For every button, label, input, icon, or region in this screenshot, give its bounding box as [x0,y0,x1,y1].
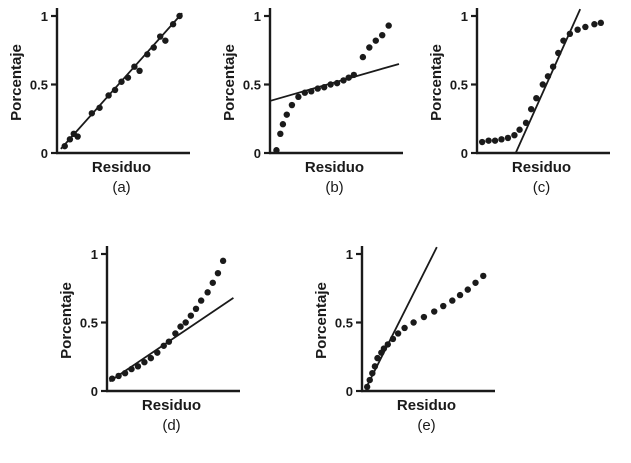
chart-caption: (b) [325,179,344,196]
chart-caption: (c) [532,179,551,196]
scatter-plot-a: 00.51 [30,8,190,158]
y-axis-label: Porcentaje [7,43,25,121]
y-axis-label: Porcentaje [427,43,445,121]
svg-text:1: 1 [461,9,468,24]
svg-text:0: 0 [91,384,98,396]
x-axis-label: Residuo [396,397,457,414]
chart-d: Porcentaje 0 0.5 1 Residuo (d) [55,244,242,434]
svg-text:0.5: 0.5 [30,78,48,93]
x-axis-label: Residuo [304,159,365,176]
x-axis-label: Residuo [91,159,152,176]
svg-text:0.5: 0.5 [243,78,261,93]
svg-text:0: 0 [346,384,353,396]
chart-caption: (a) [112,179,131,196]
svg-text:1: 1 [91,247,98,262]
svg-text:0.5: 0.5 [450,78,468,93]
scatter-plot-b: 00.51 [243,8,403,158]
svg-text:0: 0 [461,146,468,158]
chart-c: Porcentaje 0 0.5 1 Residuo (c) [425,6,612,196]
x-axis-label: Residuo [141,397,202,414]
chart-caption: (e) [417,417,436,434]
y-axis-label: Porcentaje [57,281,75,359]
svg-text:1: 1 [41,9,48,24]
y-axis-label: Porcentaje [220,43,238,121]
chart-e: Porcentaje 0 0.5 1 Residuo (e) [310,244,497,434]
chart-a: Porcentaje 0 0.5 1 Residuo (a) [5,6,192,196]
chart-caption: (d) [162,417,181,434]
svg-text:1: 1 [254,9,261,24]
svg-text:0.5: 0.5 [80,316,98,331]
chart-b: Porcentaje 0 0.5 1 Residuo (b) [218,6,405,196]
svg-text:0.5: 0.5 [335,316,353,331]
scatter-plot-d: 00.51 [80,246,240,396]
y-axis-label: Porcentaje [312,281,330,359]
svg-text:1: 1 [346,247,353,262]
scatter-plot-c: 00.51 [450,8,610,158]
x-axis-label: Residuo [511,159,572,176]
svg-text:0: 0 [254,146,261,158]
scatter-plot-e: 00.51 [335,246,495,396]
svg-text:0: 0 [41,146,48,158]
